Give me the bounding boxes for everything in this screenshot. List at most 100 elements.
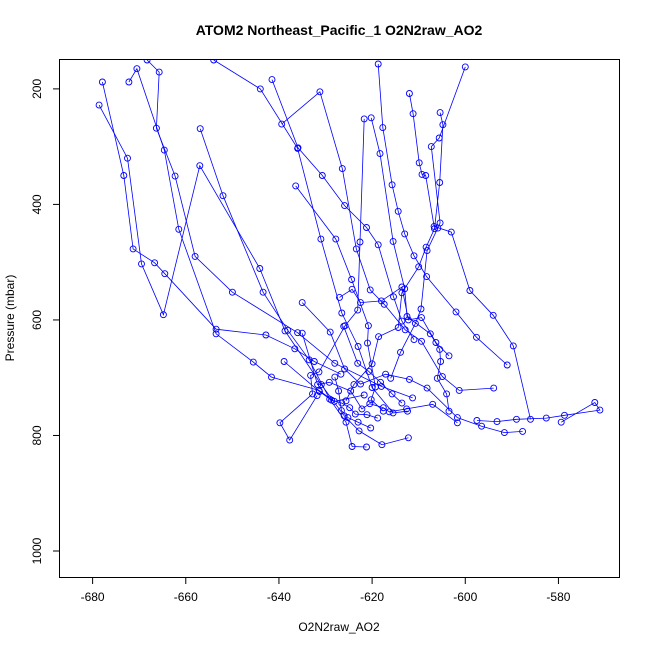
y-tick-label: 1000 [30, 537, 44, 564]
data-point [286, 436, 294, 444]
data-point [490, 384, 498, 392]
data-point [326, 395, 334, 403]
series-line-7 [279, 118, 365, 441]
data-point [328, 396, 336, 404]
y-tick-label: 200 [30, 79, 44, 99]
data-point [500, 429, 508, 437]
data-point [434, 224, 442, 232]
data-point [365, 367, 373, 375]
data-point [377, 378, 384, 386]
data-point [354, 359, 362, 367]
series-line-11 [377, 63, 508, 366]
data-point [356, 238, 364, 246]
data-point [394, 207, 402, 215]
data-point [249, 358, 257, 366]
data-point [363, 443, 370, 451]
data-point [357, 380, 364, 388]
data-point [436, 179, 444, 186]
x-tick-label: -600 [453, 590, 477, 604]
series-line-15 [295, 185, 384, 412]
data-point [280, 358, 288, 365]
data-point [426, 330, 434, 338]
x-tick-label: -660 [174, 590, 198, 604]
data-point [445, 352, 453, 360]
data-point [337, 370, 345, 378]
data-point [397, 348, 404, 356]
plot-data [95, 60, 604, 451]
data-point [379, 124, 387, 132]
data-point [561, 411, 568, 419]
data-point [596, 406, 604, 414]
data-point [171, 172, 179, 180]
data-point [331, 373, 339, 381]
data-point [367, 424, 375, 432]
data-point [336, 293, 343, 301]
data-point [256, 85, 264, 93]
data-point [390, 293, 397, 301]
data-point [120, 172, 128, 179]
data-point [344, 414, 352, 422]
data-point [316, 388, 323, 396]
data-point [259, 288, 267, 296]
data-point [382, 370, 390, 378]
x-tick-label: -620 [360, 590, 384, 604]
data-point [219, 192, 227, 200]
data-point [527, 415, 534, 423]
data-point [417, 305, 425, 313]
data-point [278, 120, 286, 128]
series-line-20 [334, 376, 371, 429]
data-point [338, 399, 346, 407]
data-point [367, 396, 375, 404]
data-point [143, 60, 151, 64]
data-point [364, 322, 372, 330]
series-line-4 [98, 104, 409, 446]
data-point [363, 411, 371, 419]
data-point [437, 358, 445, 365]
data-point [358, 405, 366, 413]
data-point [415, 263, 423, 271]
data-point [374, 60, 382, 68]
data-point [151, 259, 159, 267]
data-point [378, 441, 386, 449]
data-point [409, 110, 417, 118]
data-point [405, 90, 413, 97]
data-point [335, 387, 343, 395]
data-point [337, 407, 345, 415]
series-line-12 [409, 93, 531, 420]
data-point [377, 297, 385, 305]
series-line-6 [213, 60, 408, 414]
data-point [212, 330, 220, 338]
data-point [298, 329, 306, 337]
data-point [435, 134, 443, 142]
data-point [341, 365, 349, 373]
y-axis-label: Pressure (mbar) [3, 275, 17, 362]
series-line-18 [301, 333, 458, 424]
data-point [355, 427, 363, 435]
data-point [423, 247, 431, 255]
data-point [138, 260, 145, 268]
data-point [318, 172, 326, 179]
data-point [212, 325, 220, 333]
data-point [325, 378, 333, 386]
data-point [410, 252, 418, 260]
plot-frame [59, 59, 620, 578]
data-point [338, 165, 346, 173]
data-point [347, 387, 355, 395]
chart-title: ATOM2 Northeast_Pacific_1 O2N2raw_AO2 [196, 22, 483, 38]
data-point [374, 414, 382, 422]
series-line-13 [345, 112, 444, 401]
data-point [385, 408, 393, 416]
data-point [161, 270, 169, 278]
data-point [351, 410, 359, 418]
data-point [376, 150, 384, 158]
data-point [443, 390, 451, 398]
series-line-2 [102, 81, 342, 375]
data-point [375, 333, 383, 341]
series-line-17 [339, 286, 450, 357]
series-line-8 [281, 91, 494, 391]
data-point [466, 287, 474, 294]
data-point [367, 114, 375, 122]
data-point [125, 78, 133, 86]
data-point [284, 326, 292, 334]
data-point [346, 404, 354, 412]
